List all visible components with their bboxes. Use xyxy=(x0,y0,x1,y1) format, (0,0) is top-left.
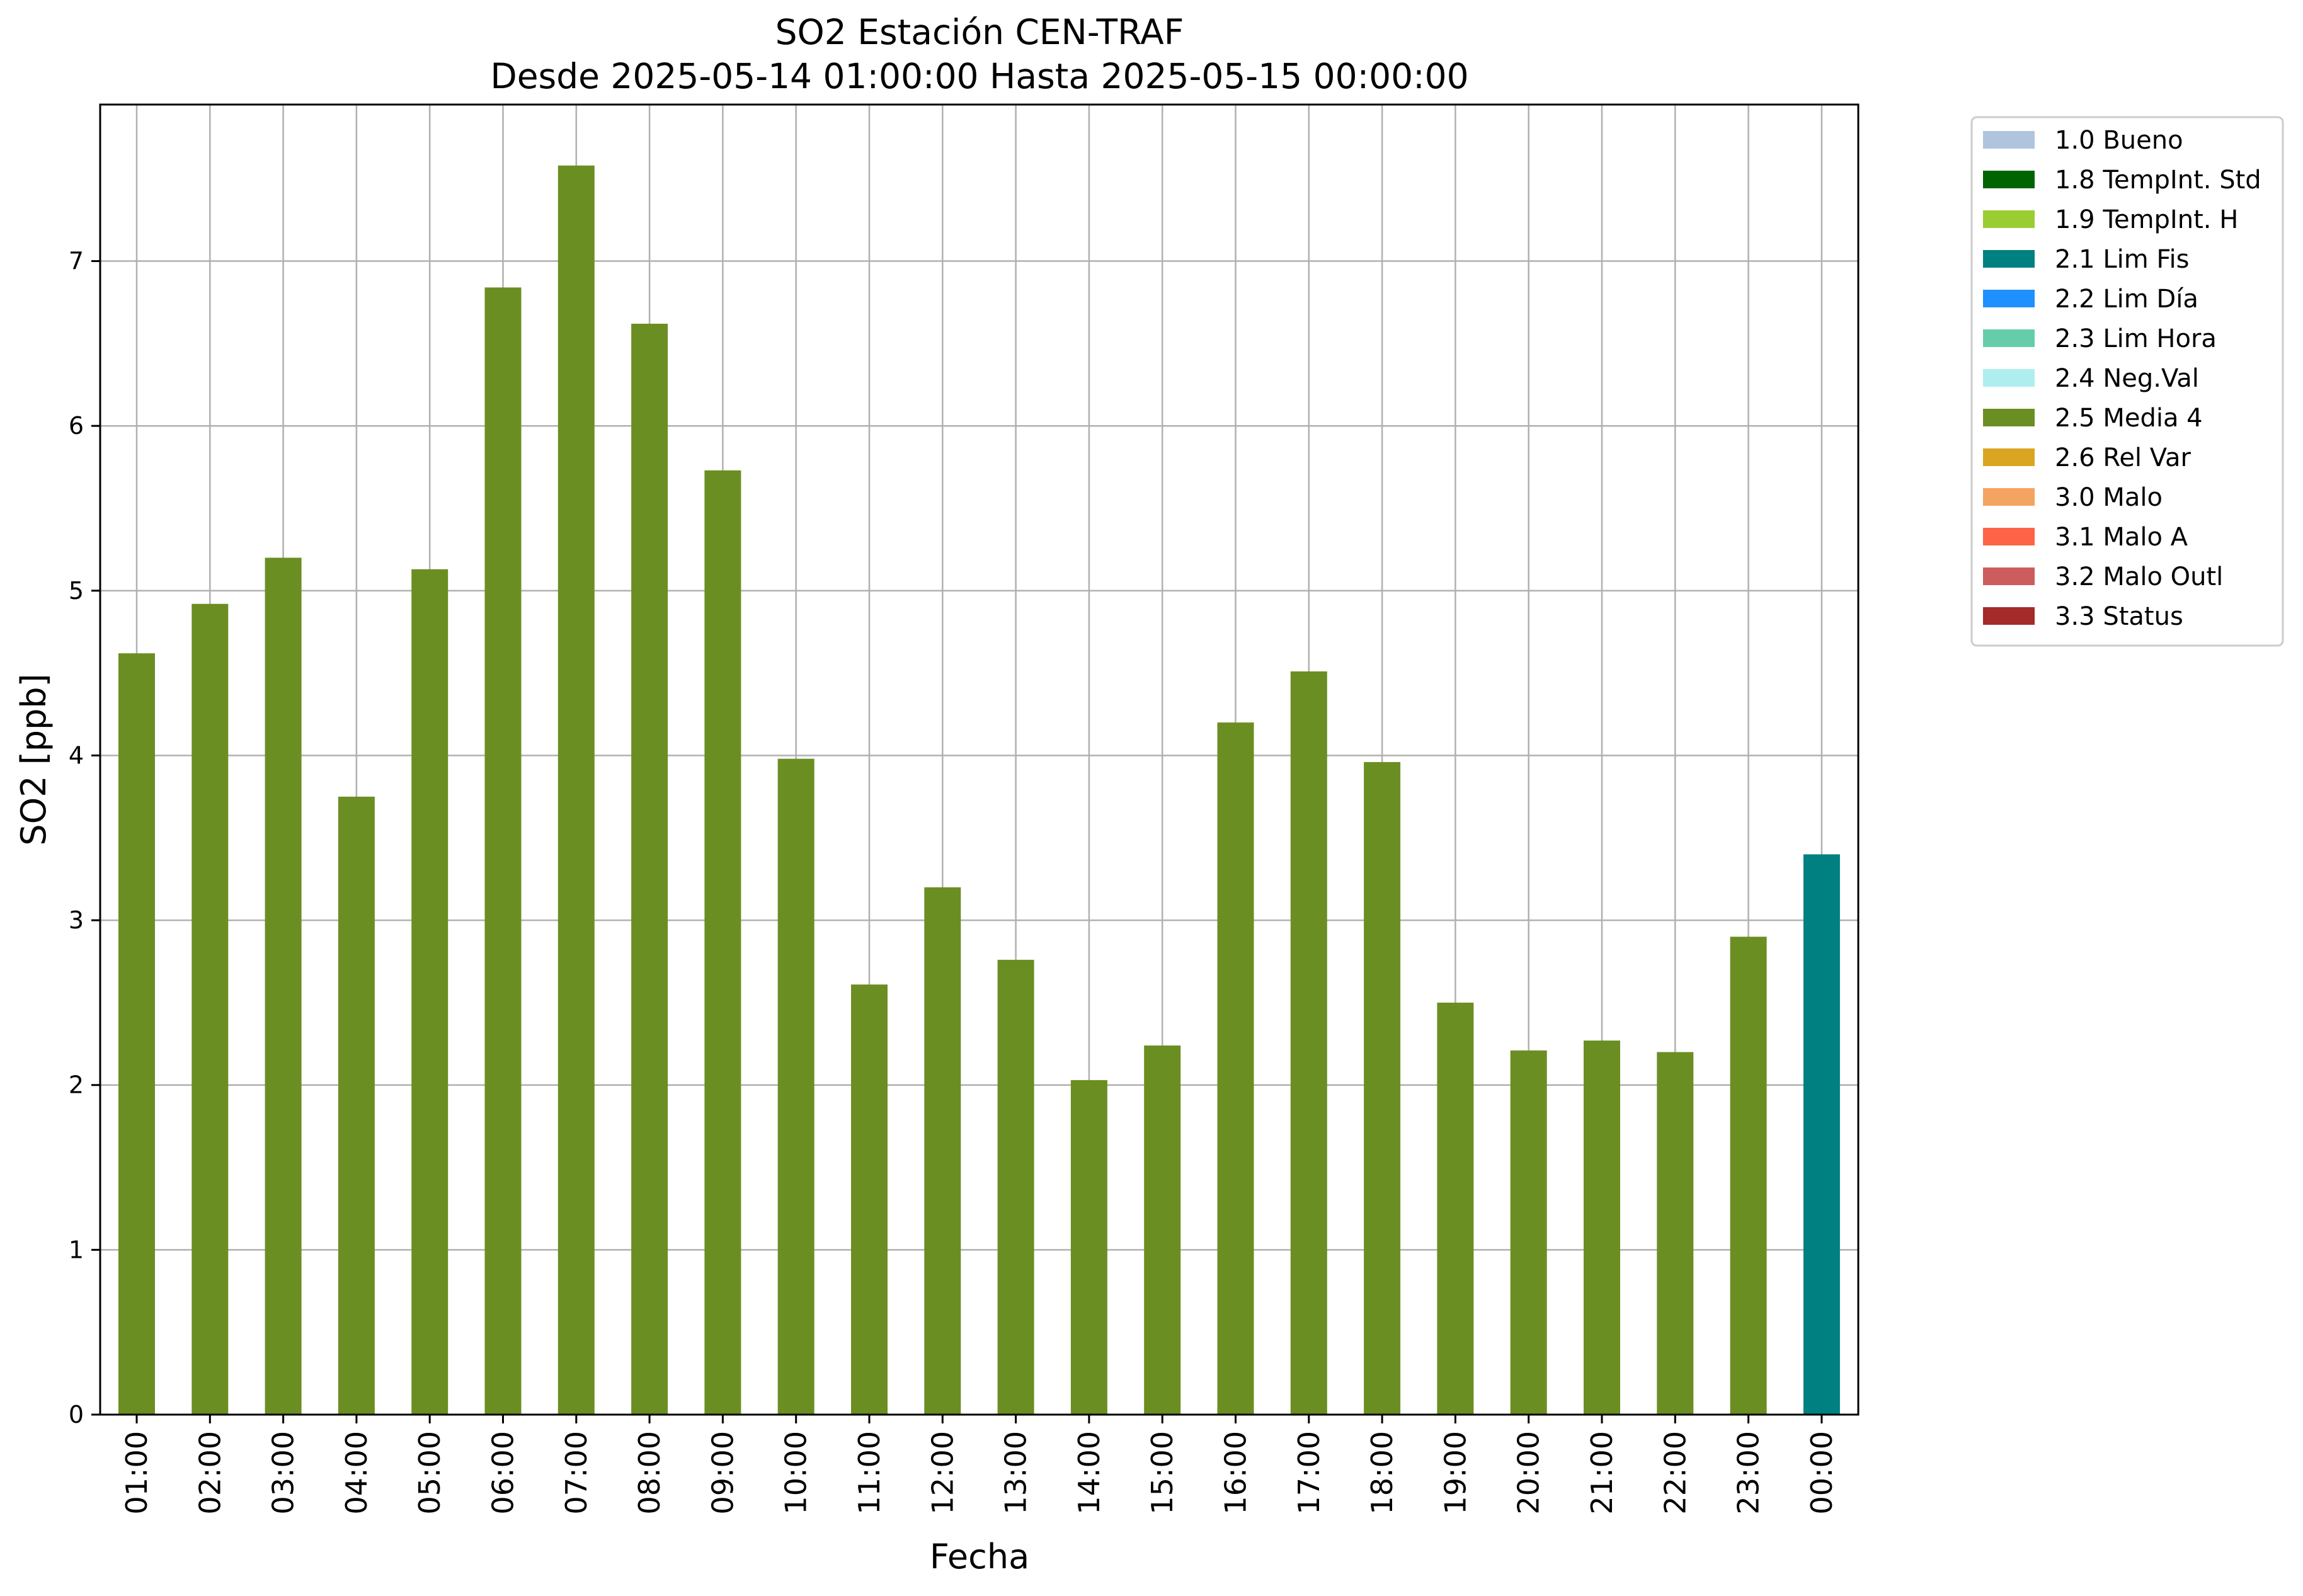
bar xyxy=(1290,671,1327,1415)
legend-label: 3.0 Malo xyxy=(2055,483,2163,512)
x-tick-label: 16:00 xyxy=(1219,1431,1253,1515)
bar xyxy=(1730,937,1767,1415)
x-tick-label: 17:00 xyxy=(1292,1431,1326,1515)
bar xyxy=(1437,1002,1474,1415)
legend-swatch xyxy=(1983,210,2035,228)
bar xyxy=(1217,722,1254,1415)
bar xyxy=(1584,1040,1620,1415)
y-tick-label: 1 xyxy=(69,1236,84,1263)
bar xyxy=(265,557,302,1415)
x-tick-label: 20:00 xyxy=(1512,1431,1546,1515)
legend-swatch xyxy=(1983,567,2035,585)
legend-swatch xyxy=(1983,131,2035,149)
legend-label: 2.4 Neg.Val xyxy=(2055,364,2199,393)
y-axis-label: SO2 [ppb] xyxy=(14,673,54,845)
x-tick-label: 08:00 xyxy=(632,1431,666,1515)
x-tick-label: 10:00 xyxy=(779,1431,813,1515)
bar xyxy=(118,653,155,1415)
legend-swatch xyxy=(1983,607,2035,625)
legend-label: 1.9 TempInt. H xyxy=(2055,205,2238,234)
bar xyxy=(338,796,375,1415)
x-tick-label: 21:00 xyxy=(1585,1431,1619,1515)
legend-swatch xyxy=(1983,369,2035,387)
chart-title: SO2 Estación CEN-TRAF xyxy=(775,12,1184,52)
x-tick-label: 18:00 xyxy=(1365,1431,1399,1515)
legend-label: 2.3 Lim Hora xyxy=(2055,324,2217,353)
x-tick-label: 00:00 xyxy=(1805,1431,1839,1515)
x-tick-label: 19:00 xyxy=(1438,1431,1472,1515)
legend-label: 2.1 Lim Fis xyxy=(2055,245,2189,274)
legend-label: 3.2 Malo Outl xyxy=(2055,562,2223,591)
x-tick-label: 22:00 xyxy=(1658,1431,1692,1515)
y-tick-label: 5 xyxy=(69,577,84,605)
legend-swatch xyxy=(1983,488,2035,506)
y-tick-label: 4 xyxy=(69,741,84,769)
bar xyxy=(777,758,814,1415)
legend-swatch xyxy=(1983,329,2035,347)
x-tick-label: 11:00 xyxy=(852,1431,886,1515)
bar xyxy=(997,959,1034,1415)
x-tick-label: 12:00 xyxy=(925,1431,959,1515)
legend-label: 1.0 Bueno xyxy=(2055,126,2183,155)
bar xyxy=(1364,761,1401,1415)
legend-label: 2.2 Lim Día xyxy=(2055,285,2198,314)
bar xyxy=(1070,1080,1107,1415)
bar xyxy=(704,470,741,1415)
legend-label: 1.8 TempInt. Std xyxy=(2055,166,2261,195)
y-tick-label: 2 xyxy=(69,1071,84,1099)
bar xyxy=(484,287,522,1415)
x-tick-label: 14:00 xyxy=(1072,1431,1106,1515)
x-tick-label: 06:00 xyxy=(486,1431,520,1515)
x-tick-label: 03:00 xyxy=(266,1431,300,1515)
x-axis-ticks: 01:00 02:00 03:00 04:00 05:00 06:00 07:00 08:00… xyxy=(120,1415,1839,1515)
legend-label: 3.3 Status xyxy=(2055,602,2183,631)
x-tick-label: 13:00 xyxy=(999,1431,1033,1515)
legend-label: 2.6 Rel Var xyxy=(2055,443,2192,472)
chart-subtitle: Desde 2025-05-14 01:00:00 Hasta 2025-05-… xyxy=(490,56,1468,96)
legend-swatch xyxy=(1983,528,2035,545)
x-tick-label: 02:00 xyxy=(193,1431,227,1515)
x-tick-label: 05:00 xyxy=(413,1431,447,1515)
bar xyxy=(557,165,595,1415)
plot-frame xyxy=(99,103,1860,1416)
bar xyxy=(1803,854,1840,1415)
legend-box xyxy=(1970,116,2284,647)
legend: 1.0 Bueno 1.8 TempInt. Std 1.9 TempInt. H 2… xyxy=(1970,116,2284,647)
legend-swatch xyxy=(1983,290,2035,307)
bar xyxy=(1510,1050,1547,1415)
bar xyxy=(411,569,449,1415)
y-tick-label: 6 xyxy=(69,412,84,440)
bar xyxy=(1144,1045,1181,1415)
x-tick-label: 01:00 xyxy=(120,1431,154,1515)
x-tick-label: 07:00 xyxy=(559,1431,593,1515)
legend-swatch xyxy=(1983,171,2035,188)
bar xyxy=(924,887,961,1415)
x-tick-label: 23:00 xyxy=(1732,1431,1766,1515)
x-tick-label: 15:00 xyxy=(1145,1431,1179,1515)
y-tick-label: 7 xyxy=(69,248,84,275)
bar xyxy=(1657,1052,1694,1415)
bar xyxy=(631,323,668,1415)
bar xyxy=(851,984,888,1415)
legend-label: 3.1 Malo A xyxy=(2055,523,2188,552)
y-tick-label: 3 xyxy=(69,906,84,934)
y-axis-ticks: 0 1 2 3 4 5 6 7 xyxy=(69,248,100,1428)
x-axis-label: Fecha xyxy=(930,1537,1029,1576)
legend-swatch xyxy=(1983,250,2035,268)
y-tick-label: 0 xyxy=(69,1401,84,1428)
legend-label: 2.5 Media 4 xyxy=(2055,404,2203,433)
bars xyxy=(118,165,1840,1415)
legend-swatch xyxy=(1983,448,2035,466)
legend-swatch xyxy=(1983,409,2035,426)
x-tick-label: 04:00 xyxy=(340,1431,374,1515)
bar xyxy=(191,603,229,1415)
x-tick-label: 09:00 xyxy=(706,1431,740,1515)
